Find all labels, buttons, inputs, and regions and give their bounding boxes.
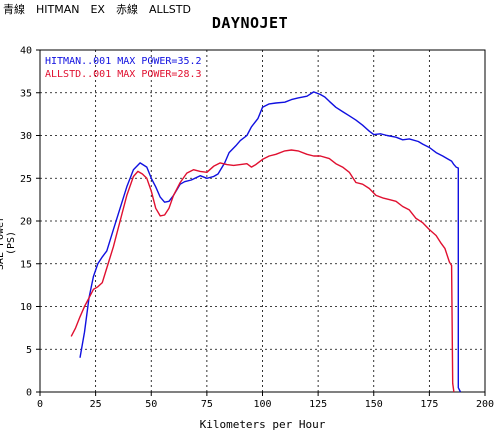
x-tick-label: 50 (145, 399, 157, 410)
y-tick-label: 10 (20, 302, 32, 313)
y-tick-label: 35 (20, 88, 32, 99)
y-tick-label: 5 (26, 345, 32, 356)
y-tick-label: 20 (20, 217, 32, 228)
x-tick-label: 125 (309, 399, 327, 410)
legend-entry-1: HITMAN..001 MAX POWER=35.2 (45, 56, 202, 67)
chart-title: DAYNOJET (211, 14, 289, 32)
y-tick-label: 30 (20, 131, 32, 142)
legend: HITMAN..001 MAX POWER=35.2 ALLSTD..001 MA… (45, 56, 202, 80)
x-tick-label: 0 (37, 399, 43, 410)
x-tick-label: 25 (90, 399, 102, 410)
y-tick-label: 40 (20, 46, 32, 57)
legend-entry-2: ALLSTD..001 MAX POWER=28.3 (45, 69, 202, 80)
y-tick-label: 15 (20, 259, 32, 270)
y-tick-label: 0 (26, 388, 32, 399)
x-tick-label: 75 (201, 399, 213, 410)
series-line-2 (70, 149, 455, 393)
tick-labels: 0 25 50 75 100 125 150 175 200 0 5 10 15 20 25 30 35 40 (20, 46, 494, 411)
series-lines (70, 91, 462, 393)
x-tick-label: 150 (365, 399, 383, 410)
x-tick-label: 100 (253, 399, 271, 410)
grid-lines (40, 50, 485, 392)
x-tick-label: 175 (420, 399, 438, 410)
x-tick-label: 200 (476, 399, 494, 410)
chart-caption: 青線 HITMAN EX 赤線 ALLSTD (3, 3, 191, 16)
y-tick-label: 25 (20, 174, 32, 185)
x-axis-label: Kilometers per Hour (199, 418, 326, 431)
series-line-1 (79, 91, 462, 393)
